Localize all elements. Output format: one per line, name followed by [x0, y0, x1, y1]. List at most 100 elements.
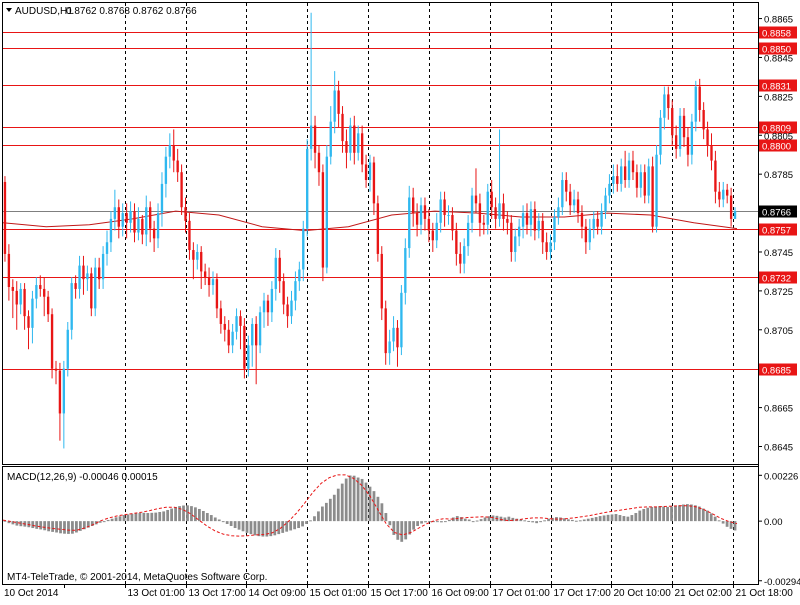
- bull-candle: [325, 156, 329, 268]
- macd-histogram-bar: [447, 519, 451, 522]
- level-label-box: [759, 121, 797, 134]
- bull-candle: [561, 180, 564, 208]
- level-label-box: [759, 79, 797, 92]
- bear-candle: [23, 288, 26, 317]
- bull-candle: [404, 248, 407, 293]
- time-tick-label: 20 Oct 10:00: [614, 588, 672, 599]
- bear-candle: [54, 368, 58, 371]
- macd-histogram-bar: [285, 521, 289, 532]
- level-label: 0.8757: [762, 226, 791, 237]
- bull-candle: [639, 172, 643, 188]
- macd-histogram-bar: [213, 517, 217, 522]
- bull-candle: [94, 267, 97, 309]
- macd-histogram-bar: [729, 521, 733, 529]
- macd-histogram-bar: [634, 513, 638, 522]
- bear-candle: [411, 197, 415, 214]
- macd-histogram-bar: [614, 514, 618, 522]
- bear-candle: [686, 137, 690, 155]
- bull-candle: [612, 176, 615, 184]
- macd-histogram-bar: [340, 483, 344, 522]
- bear-candle: [172, 144, 175, 161]
- macd-histogram-bar: [670, 506, 673, 522]
- macd-histogram-bar: [467, 519, 471, 522]
- macd-histogram-bar: [122, 515, 126, 522]
- macd-histogram-bar: [277, 521, 281, 535]
- bear-candle: [278, 257, 281, 282]
- bear-candle: [313, 125, 317, 153]
- bull-candle: [521, 213, 525, 227]
- bull-candle: [408, 197, 411, 249]
- level-label: 0.8800: [762, 142, 791, 153]
- macd-histogram-bar: [146, 513, 150, 522]
- macd-histogram-bar: [332, 494, 336, 522]
- macd-histogram-bar: [317, 511, 320, 522]
- macd-histogram-bar: [388, 521, 392, 526]
- macd-histogram-bar: [348, 475, 352, 522]
- macd-histogram-bar: [408, 521, 412, 535]
- bear-candle: [596, 218, 599, 227]
- bear-candle: [207, 277, 211, 286]
- dropdown-triangle-icon[interactable]: [6, 8, 12, 12]
- bear-candle: [455, 230, 458, 254]
- macd-histogram-bar: [543, 520, 546, 522]
- macd-histogram-bar: [198, 508, 201, 522]
- bull-candle: [160, 183, 164, 214]
- bear-candle: [506, 218, 509, 223]
- macd-histogram-bar: [118, 516, 122, 522]
- bear-candle: [474, 195, 478, 204]
- bull-candle: [294, 281, 297, 301]
- macd-signal-line: [2, 474, 738, 537]
- macd-histogram-bar: [610, 514, 614, 522]
- level-label-box: [759, 363, 797, 376]
- bull-candle: [439, 199, 442, 223]
- bear-candle: [635, 172, 639, 188]
- bear-candle: [141, 218, 144, 235]
- bear-candle: [482, 222, 486, 225]
- macd-histogram-bar: [233, 521, 237, 529]
- macd-histogram-bar: [400, 521, 404, 542]
- bull-candle: [86, 273, 89, 280]
- macd-histogram-bar: [301, 521, 304, 527]
- macd-histogram-bar: [626, 516, 630, 522]
- macd-histogram-bar: [90, 521, 94, 526]
- macd-histogram-bar: [424, 521, 427, 523]
- bull-candle: [419, 205, 423, 225]
- macd-histogram-bar: [479, 519, 483, 522]
- bear-candle: [545, 242, 548, 252]
- macd-histogram-bar: [646, 507, 650, 522]
- bear-candle: [580, 213, 584, 227]
- macd-histogram-bar: [166, 509, 170, 522]
- macd-histogram-bar: [578, 520, 582, 522]
- bear-candle: [321, 172, 325, 268]
- price-axis: 0.8865 0.8845 0.8825 0.8805 0.8785 0.8745 0.87…: [758, 15, 793, 453]
- macd-histogram-bar: [547, 518, 550, 522]
- macd-histogram-bar: [281, 521, 285, 533]
- bear-candle: [125, 213, 128, 223]
- bear-candle: [3, 181, 7, 254]
- bull-candle: [66, 329, 69, 369]
- bear-candle: [15, 290, 18, 305]
- macd-histogram-bar: [519, 519, 523, 522]
- bear-candle: [651, 166, 654, 227]
- macd-histogram-bar: [594, 517, 598, 522]
- bear-candle: [643, 172, 646, 196]
- bear-candle: [353, 125, 356, 153]
- bull-candle: [113, 207, 117, 219]
- macd-histogram-bar: [666, 506, 669, 522]
- macd-histogram-bar: [186, 505, 189, 522]
- bear-candle: [510, 222, 513, 252]
- bull-candle: [35, 285, 38, 299]
- bear-candle: [192, 250, 195, 260]
- macd-histogram-bar: [404, 521, 408, 540]
- bear-candle: [152, 228, 156, 239]
- macd-histogram-bar: [257, 521, 261, 537]
- price-tick-label: 0.8845: [764, 53, 793, 64]
- price-tick-label: 0.8705: [764, 326, 793, 337]
- macd-histogram-bar: [39, 521, 43, 530]
- bear-candle: [396, 327, 399, 348]
- bear-candle: [133, 211, 136, 233]
- macd-histogram-bar: [98, 521, 102, 523]
- current-price-label: 0.8766: [762, 208, 791, 219]
- bull-candle: [109, 218, 113, 243]
